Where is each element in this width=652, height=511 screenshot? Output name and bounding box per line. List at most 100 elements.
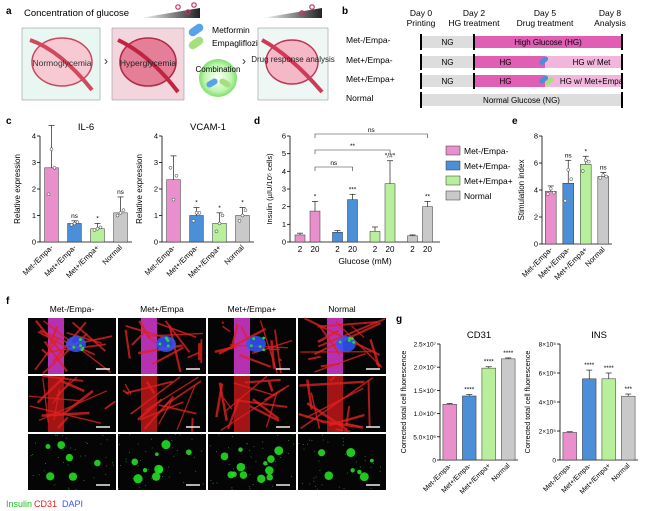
microscopy-grid: Met-/Empa- Met+/Empa Met+/Empa+ Normal — [28, 304, 386, 491]
vessel-strand — [130, 376, 181, 415]
background-speckle — [71, 458, 73, 460]
schedule-rows: Met-/Empa- NG High Glucose (HG) Met+/Empa- N… — [346, 34, 624, 108]
vessel-strand — [138, 320, 151, 339]
bar — [44, 167, 59, 243]
background-speckle — [75, 488, 77, 490]
chart-title: IL-6 — [78, 122, 94, 133]
x-category-label: Normal — [100, 243, 124, 267]
insulin-spot — [166, 344, 170, 348]
data-point — [549, 186, 553, 191]
background-speckle — [231, 487, 233, 489]
insulin-spot — [249, 344, 253, 348]
x-tick-label: 2 — [373, 245, 378, 254]
background-speckle — [309, 483, 311, 485]
vessel-strand — [187, 351, 200, 359]
background-speckle — [183, 482, 185, 484]
y-tick-label: 3 — [154, 158, 158, 167]
background-speckle — [125, 461, 127, 463]
background-speckle — [215, 451, 217, 453]
insulin-spot — [318, 449, 326, 457]
y-tick-label: 2 — [534, 213, 538, 222]
hyperglycemia-label: Hyperglycemia — [120, 58, 176, 68]
background-speckle — [106, 465, 108, 467]
x-category-label: Normal — [583, 245, 607, 269]
vessel-strand — [47, 326, 59, 350]
panel-g-letter: g — [396, 314, 402, 325]
background-speckle — [307, 443, 309, 445]
drug-response-box: Drug response analysis — [251, 4, 335, 101]
vessel-strand — [42, 378, 49, 423]
y-tick-label: 3 — [282, 185, 286, 194]
y-tick-label: 5.0×10⁶ — [413, 434, 436, 441]
background-speckle — [342, 440, 344, 442]
insulin-spot — [142, 468, 148, 473]
y-tick-label: 8×10⁵ — [539, 342, 557, 349]
vessel-strand — [270, 340, 276, 369]
significance-label: *** — [349, 186, 357, 193]
data-point — [72, 221, 77, 226]
data-point — [563, 199, 567, 203]
background-speckle — [244, 463, 246, 465]
data-point — [220, 213, 225, 218]
background-speckle — [106, 439, 108, 441]
insulin-spot — [131, 458, 139, 466]
legend-swatch — [445, 190, 461, 201]
data-point — [240, 213, 245, 218]
background-speckle — [118, 434, 120, 436]
background-speckle — [93, 477, 95, 479]
data-point — [569, 177, 573, 181]
background-speckle — [240, 447, 242, 449]
background-speckle — [317, 488, 319, 490]
y-tick-label: 4 — [534, 186, 538, 195]
drug-band-label: HG w/ Met — [573, 58, 612, 67]
insulin-spot — [262, 336, 266, 340]
y-tick-label: 2 — [282, 202, 286, 211]
background-speckle — [293, 443, 295, 445]
background-speckle — [298, 442, 300, 444]
data-point — [217, 221, 222, 226]
background-speckle — [314, 451, 316, 453]
background-speckle — [364, 460, 366, 462]
vessel-strand — [223, 397, 233, 410]
vessel-strand — [367, 379, 371, 427]
background-speckle — [111, 462, 113, 464]
background-speckle — [274, 461, 276, 463]
vessel-strand — [145, 381, 156, 395]
dapi-cluster — [336, 336, 356, 352]
data-point — [171, 197, 176, 202]
background-speckle — [137, 465, 139, 467]
ng-band-label: NG — [442, 58, 454, 67]
bar — [384, 183, 396, 243]
insulin-spot — [359, 472, 369, 482]
vessel-strand — [265, 391, 278, 428]
y-tick-label: 2 — [32, 185, 36, 194]
background-speckle — [216, 482, 218, 484]
vessel-strand — [53, 388, 60, 421]
microscopy-column-title: Met-/Empa- — [50, 304, 95, 314]
legend-dapi: DAPI — [62, 499, 83, 509]
background-speckle — [372, 463, 374, 465]
background-speckle — [379, 470, 381, 472]
vessel-strand — [157, 399, 173, 425]
background-speckle — [249, 488, 251, 490]
insulin-spot — [267, 455, 275, 463]
data-point — [115, 213, 120, 218]
empagliflozin-capsule-icon — [544, 77, 554, 86]
drug-response-label: Drug response analysis — [251, 55, 335, 64]
y-tick-label: 4 — [154, 132, 158, 141]
significance-label: **** — [464, 387, 475, 394]
vessel-strand — [314, 352, 367, 373]
insulin-spot — [79, 344, 82, 348]
schedule-row-label: Met-/Empa- — [346, 35, 391, 45]
insulin-spot — [220, 452, 229, 461]
dapi-cluster — [246, 336, 266, 352]
y-tick-label: 6 — [282, 132, 286, 141]
data-point — [75, 220, 80, 224]
schedule-row-label: Met+/Empa+ — [346, 74, 395, 84]
bar — [67, 223, 82, 243]
significance-label: ns — [600, 164, 608, 171]
background-speckle — [151, 447, 153, 449]
background-speckle — [117, 488, 119, 490]
